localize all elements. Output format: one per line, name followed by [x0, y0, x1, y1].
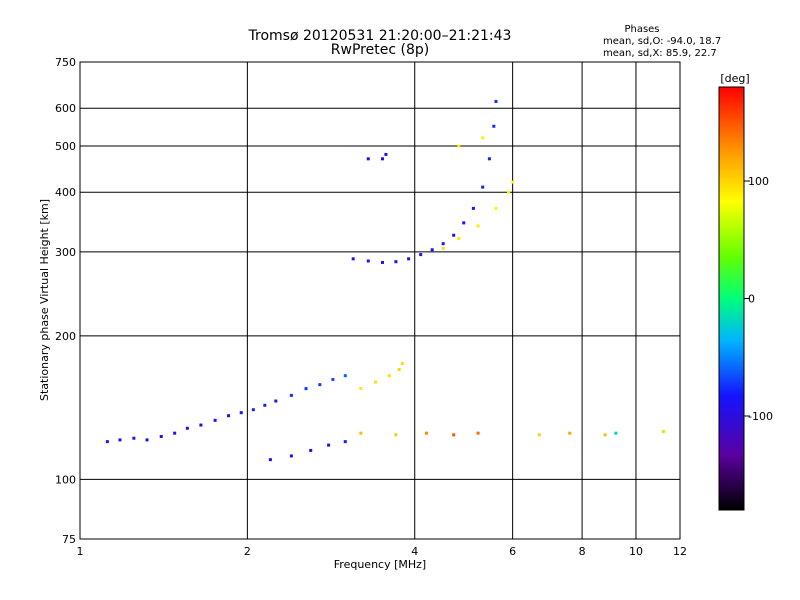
- data-point: [661, 430, 665, 434]
- colorbar: [719, 87, 744, 510]
- x-axis-label: Frequency [MHz]: [334, 558, 426, 571]
- data-point: [476, 224, 480, 228]
- data-points: [105, 99, 665, 462]
- data-point: [366, 157, 370, 161]
- data-point: [132, 436, 136, 440]
- data-point: [199, 423, 203, 427]
- data-point: [343, 440, 347, 444]
- data-point: [394, 260, 398, 264]
- data-point: [481, 136, 485, 140]
- data-point: [494, 99, 498, 103]
- data-point: [452, 233, 456, 237]
- colorbar-tick-label: -100: [748, 410, 773, 423]
- data-point: [507, 190, 511, 194]
- data-point: [407, 257, 411, 261]
- data-point: [397, 367, 401, 371]
- data-point: [185, 426, 189, 430]
- data-point: [327, 443, 331, 447]
- y-axis-label: Stationary phase Virtual Height [km]: [38, 199, 51, 401]
- y-tick-label: 400: [55, 186, 76, 199]
- data-point: [441, 246, 445, 250]
- y-tick-label: 500: [55, 140, 76, 153]
- data-point: [384, 152, 388, 156]
- data-point: [351, 257, 355, 261]
- phases-line-o: mean, sd,O: -94.0, 18.7: [603, 36, 721, 47]
- phases-heading: Phases: [624, 24, 659, 35]
- data-point: [452, 433, 456, 437]
- grid-lines: [79, 61, 681, 540]
- data-point: [304, 387, 308, 391]
- y-tick-label: 75: [62, 533, 76, 546]
- data-point: [227, 414, 231, 418]
- data-point: [359, 387, 363, 391]
- x-tick-label: 6: [509, 545, 516, 558]
- colorbar-label: [deg]: [720, 72, 749, 85]
- data-point: [359, 431, 363, 435]
- data-point: [394, 433, 398, 437]
- data-point: [274, 399, 278, 403]
- data-point: [462, 221, 466, 225]
- x-tick-label: 10: [629, 545, 643, 558]
- data-point: [425, 431, 429, 435]
- data-point: [387, 374, 391, 378]
- data-point: [309, 448, 313, 452]
- colorbar-ticks: 100 0 -100: [744, 175, 773, 423]
- data-point: [380, 157, 384, 161]
- data-point: [537, 433, 541, 437]
- data-point: [492, 124, 496, 128]
- x-tick-label: 12: [673, 545, 687, 558]
- data-point: [568, 431, 572, 435]
- y-tick-label: 100: [55, 473, 76, 486]
- data-point: [366, 259, 370, 263]
- data-point: [173, 431, 177, 435]
- data-point: [430, 248, 434, 252]
- x-tick-label: 8: [579, 545, 586, 558]
- data-point: [487, 157, 491, 161]
- x-tick-label: 2: [244, 545, 251, 558]
- data-point: [457, 144, 461, 148]
- data-point: [105, 440, 109, 444]
- y-tick-label: 600: [55, 102, 76, 115]
- data-point: [268, 458, 272, 462]
- y-tick-label: 200: [55, 330, 76, 343]
- x-tick-label: 4: [411, 545, 418, 558]
- data-point: [145, 438, 149, 442]
- data-point: [603, 433, 607, 437]
- data-point: [318, 383, 322, 387]
- data-point: [118, 438, 122, 442]
- data-point: [289, 393, 293, 397]
- x-axis-ticks: 1 2 4 6 8 10 12: [77, 545, 688, 558]
- data-point: [457, 236, 461, 240]
- data-point: [481, 185, 485, 189]
- data-point: [614, 431, 618, 435]
- data-point: [476, 431, 480, 435]
- data-point: [159, 435, 163, 439]
- chart-title: Tromsø 20120531 21:20:00–21:21:43: [248, 28, 512, 44]
- data-point: [239, 411, 243, 415]
- data-point: [441, 242, 445, 246]
- data-point: [263, 403, 267, 407]
- y-tick-label: 300: [55, 246, 76, 259]
- data-point: [380, 260, 384, 264]
- data-point: [289, 454, 293, 458]
- data-point: [213, 418, 217, 422]
- colorbar-tick-label: 0: [748, 293, 755, 306]
- colorbar-tick-label: 100: [748, 175, 769, 188]
- phases-line-x: mean, sd,X: 85.9, 22.7: [603, 48, 717, 59]
- data-point: [471, 206, 475, 210]
- data-point: [400, 361, 404, 365]
- y-tick-label: 750: [55, 56, 76, 69]
- y-axis-ticks: 75 100 200 300 400 500 600 750: [55, 56, 76, 546]
- data-point: [373, 380, 377, 384]
- data-point: [494, 206, 498, 210]
- data-point: [251, 408, 255, 412]
- x-tick-label: 1: [77, 545, 84, 558]
- data-point: [511, 180, 515, 184]
- data-point: [343, 374, 347, 378]
- data-point: [331, 377, 335, 381]
- chart-subtitle: RwPretec (8p): [331, 42, 429, 58]
- plot-frame: [79, 61, 681, 540]
- data-point: [419, 253, 423, 257]
